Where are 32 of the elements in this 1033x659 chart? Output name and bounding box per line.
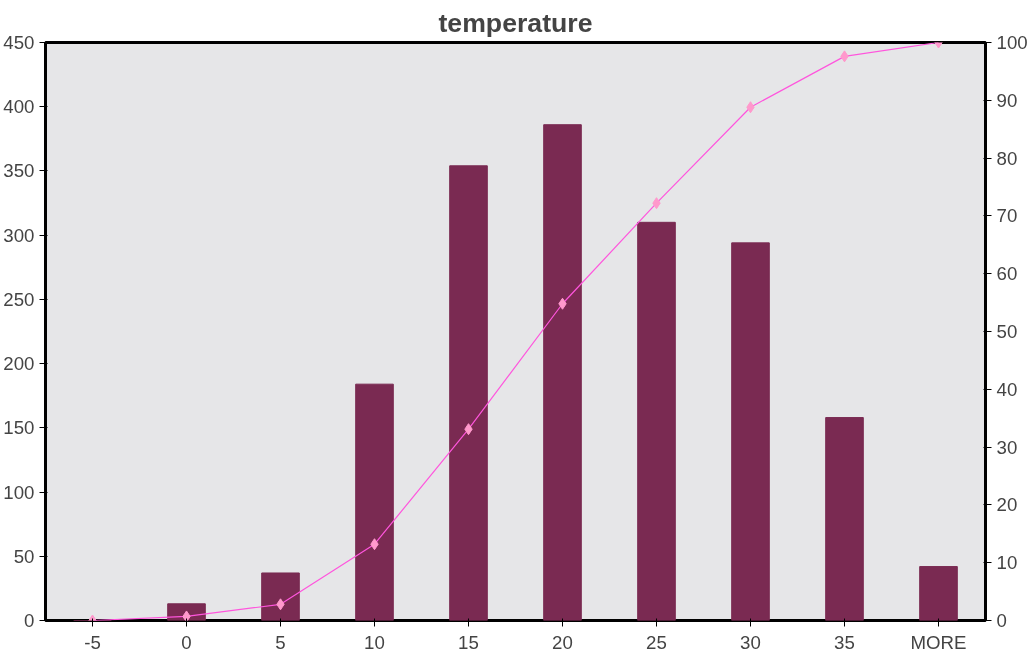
x-tick-label: -5 [84,631,101,653]
x-tick-label: 35 [834,631,855,653]
x-tick-label: 0 [181,631,192,653]
y-tick-label: 50 [13,545,35,567]
y2-tick-label: 30 [996,436,1018,458]
y-tick-label: 0 [24,610,35,631]
y2-tick-label: 10 [996,552,1018,574]
y2-tick-label: 60 [996,263,1018,285]
y2-tick-label: 50 [996,321,1018,342]
y2-tick-label: 40 [996,378,1018,400]
y2-tick-label: 70 [996,205,1018,227]
y2-tick-label: 100 [996,32,1028,53]
y2-tick-label: 0 [996,610,1007,631]
x-tick-label: 25 [646,631,667,653]
y2-tick-label: 80 [996,147,1018,169]
y-tick-label: 300 [3,224,35,246]
y-tick-label: 400 [3,96,35,118]
y-tick-label: 100 [3,481,35,503]
chart-title: temperature [438,7,593,38]
x-tick-label: 30 [740,631,761,653]
y-tick-label: 150 [3,417,35,439]
y2-tick-label: 20 [996,494,1018,516]
y-tick-label: 250 [3,288,35,310]
x-tick-label: 10 [364,631,385,653]
x-tick-label: MORE [910,631,967,653]
x-tick-label: 5 [275,631,286,653]
y-tick-label: 200 [3,353,35,375]
y-tick-label: 450 [3,32,35,53]
x-tick-label: 15 [458,631,479,653]
y2-tick-label: 90 [996,89,1018,111]
y-tick-label: 350 [3,160,35,182]
x-tick-label: 20 [552,631,573,653]
